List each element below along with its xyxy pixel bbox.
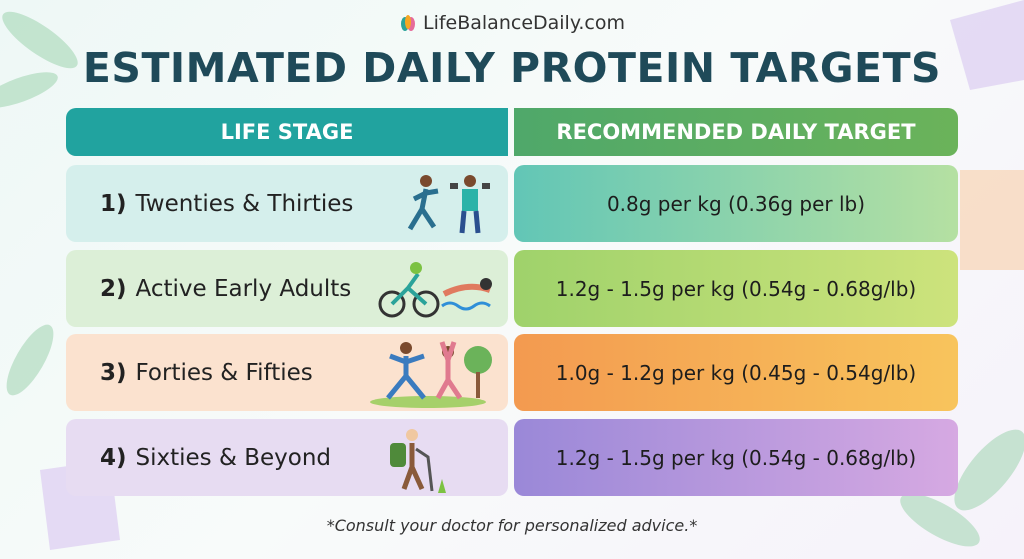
header-cell: LIFE STAGE: [66, 108, 508, 156]
icon-runner: [407, 175, 490, 234]
row-number: 1): [100, 190, 127, 217]
row-number: 3): [100, 359, 127, 386]
target-cell: 0.8g per kg (0.36g per lb): [514, 165, 958, 242]
stage-cell: 4) Sixties & Beyond: [66, 419, 508, 496]
stage-cell: 3) Forties & Fifties: [66, 334, 508, 411]
title: ESTIMATED DAILY PROTEIN TARGETS: [82, 44, 942, 92]
brand-text: LifeBalanceDaily.com: [422, 12, 625, 34]
stage-name: Twenties & Thirties: [135, 190, 354, 217]
brand: LifeBalanceDaily.com: [0, 12, 1024, 34]
stage-name: Active Early Adults: [135, 275, 352, 302]
icon-hiker: [390, 429, 446, 493]
icon-yoga: [370, 341, 492, 408]
footnote: *Consult your doctor for personalized ad…: [326, 516, 698, 535]
target-cell: 1.2g - 1.5g per kg (0.54g - 0.68g/lb): [514, 250, 958, 327]
stage-name: Forties & Fifties: [135, 359, 313, 386]
stage-cell: 1) Twenties & Thirties: [66, 165, 508, 242]
row-number: 2): [100, 275, 127, 302]
icon-cyclist: [378, 262, 492, 318]
stage-cell: 2) Active Early Adults: [66, 250, 508, 327]
stage-name: Sixties & Beyond: [135, 444, 332, 471]
header-cell: RECOMMENDED DAILY TARGET: [514, 108, 958, 156]
row-number: 4): [100, 444, 127, 471]
target-cell: 1.0g - 1.2g per kg (0.45g - 0.54g/lb): [514, 334, 958, 411]
target-cell: 1.2g - 1.5g per kg (0.54g - 0.68g/lb): [514, 419, 958, 496]
